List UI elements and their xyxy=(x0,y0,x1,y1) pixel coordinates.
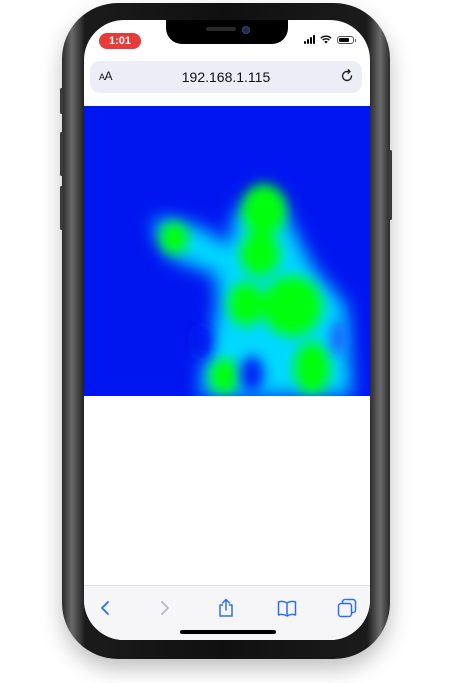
address-bar[interactable]: AA 192.168.1.115 xyxy=(90,61,362,93)
forward-icon xyxy=(161,601,169,615)
speaker xyxy=(206,27,236,31)
phone-screen: 1:01 AA 192.168.1.115 xyxy=(84,20,370,640)
forward-button[interactable] xyxy=(153,596,177,620)
bookmarks-button[interactable] xyxy=(275,596,299,620)
tabs-button[interactable] xyxy=(335,596,359,620)
volume-down-button xyxy=(60,186,63,230)
share-icon xyxy=(219,598,233,617)
back-button[interactable] xyxy=(93,596,117,620)
safari-toolbar xyxy=(84,585,370,640)
tabs-icon xyxy=(337,598,357,618)
status-time[interactable]: 1:01 xyxy=(99,33,141,49)
volume-up-button xyxy=(60,132,63,176)
url-text[interactable]: 192.168.1.115 xyxy=(181,69,271,85)
front-camera xyxy=(242,26,250,34)
status-icons xyxy=(304,35,356,44)
mute-switch xyxy=(60,88,63,114)
reload-icon[interactable] xyxy=(340,69,354,83)
notch xyxy=(166,20,288,44)
wifi-icon xyxy=(320,35,332,44)
share-button[interactable] xyxy=(214,596,238,620)
cellular-signal-icon xyxy=(304,35,315,44)
thermal-image-svg xyxy=(84,106,370,396)
text-size-button[interactable]: AA xyxy=(99,69,113,83)
back-icon xyxy=(101,601,109,615)
home-indicator[interactable] xyxy=(180,630,276,634)
thermal-camera-image xyxy=(84,106,370,396)
bookmarks-icon xyxy=(277,600,297,617)
battery-icon xyxy=(337,35,356,44)
power-button xyxy=(389,150,392,220)
